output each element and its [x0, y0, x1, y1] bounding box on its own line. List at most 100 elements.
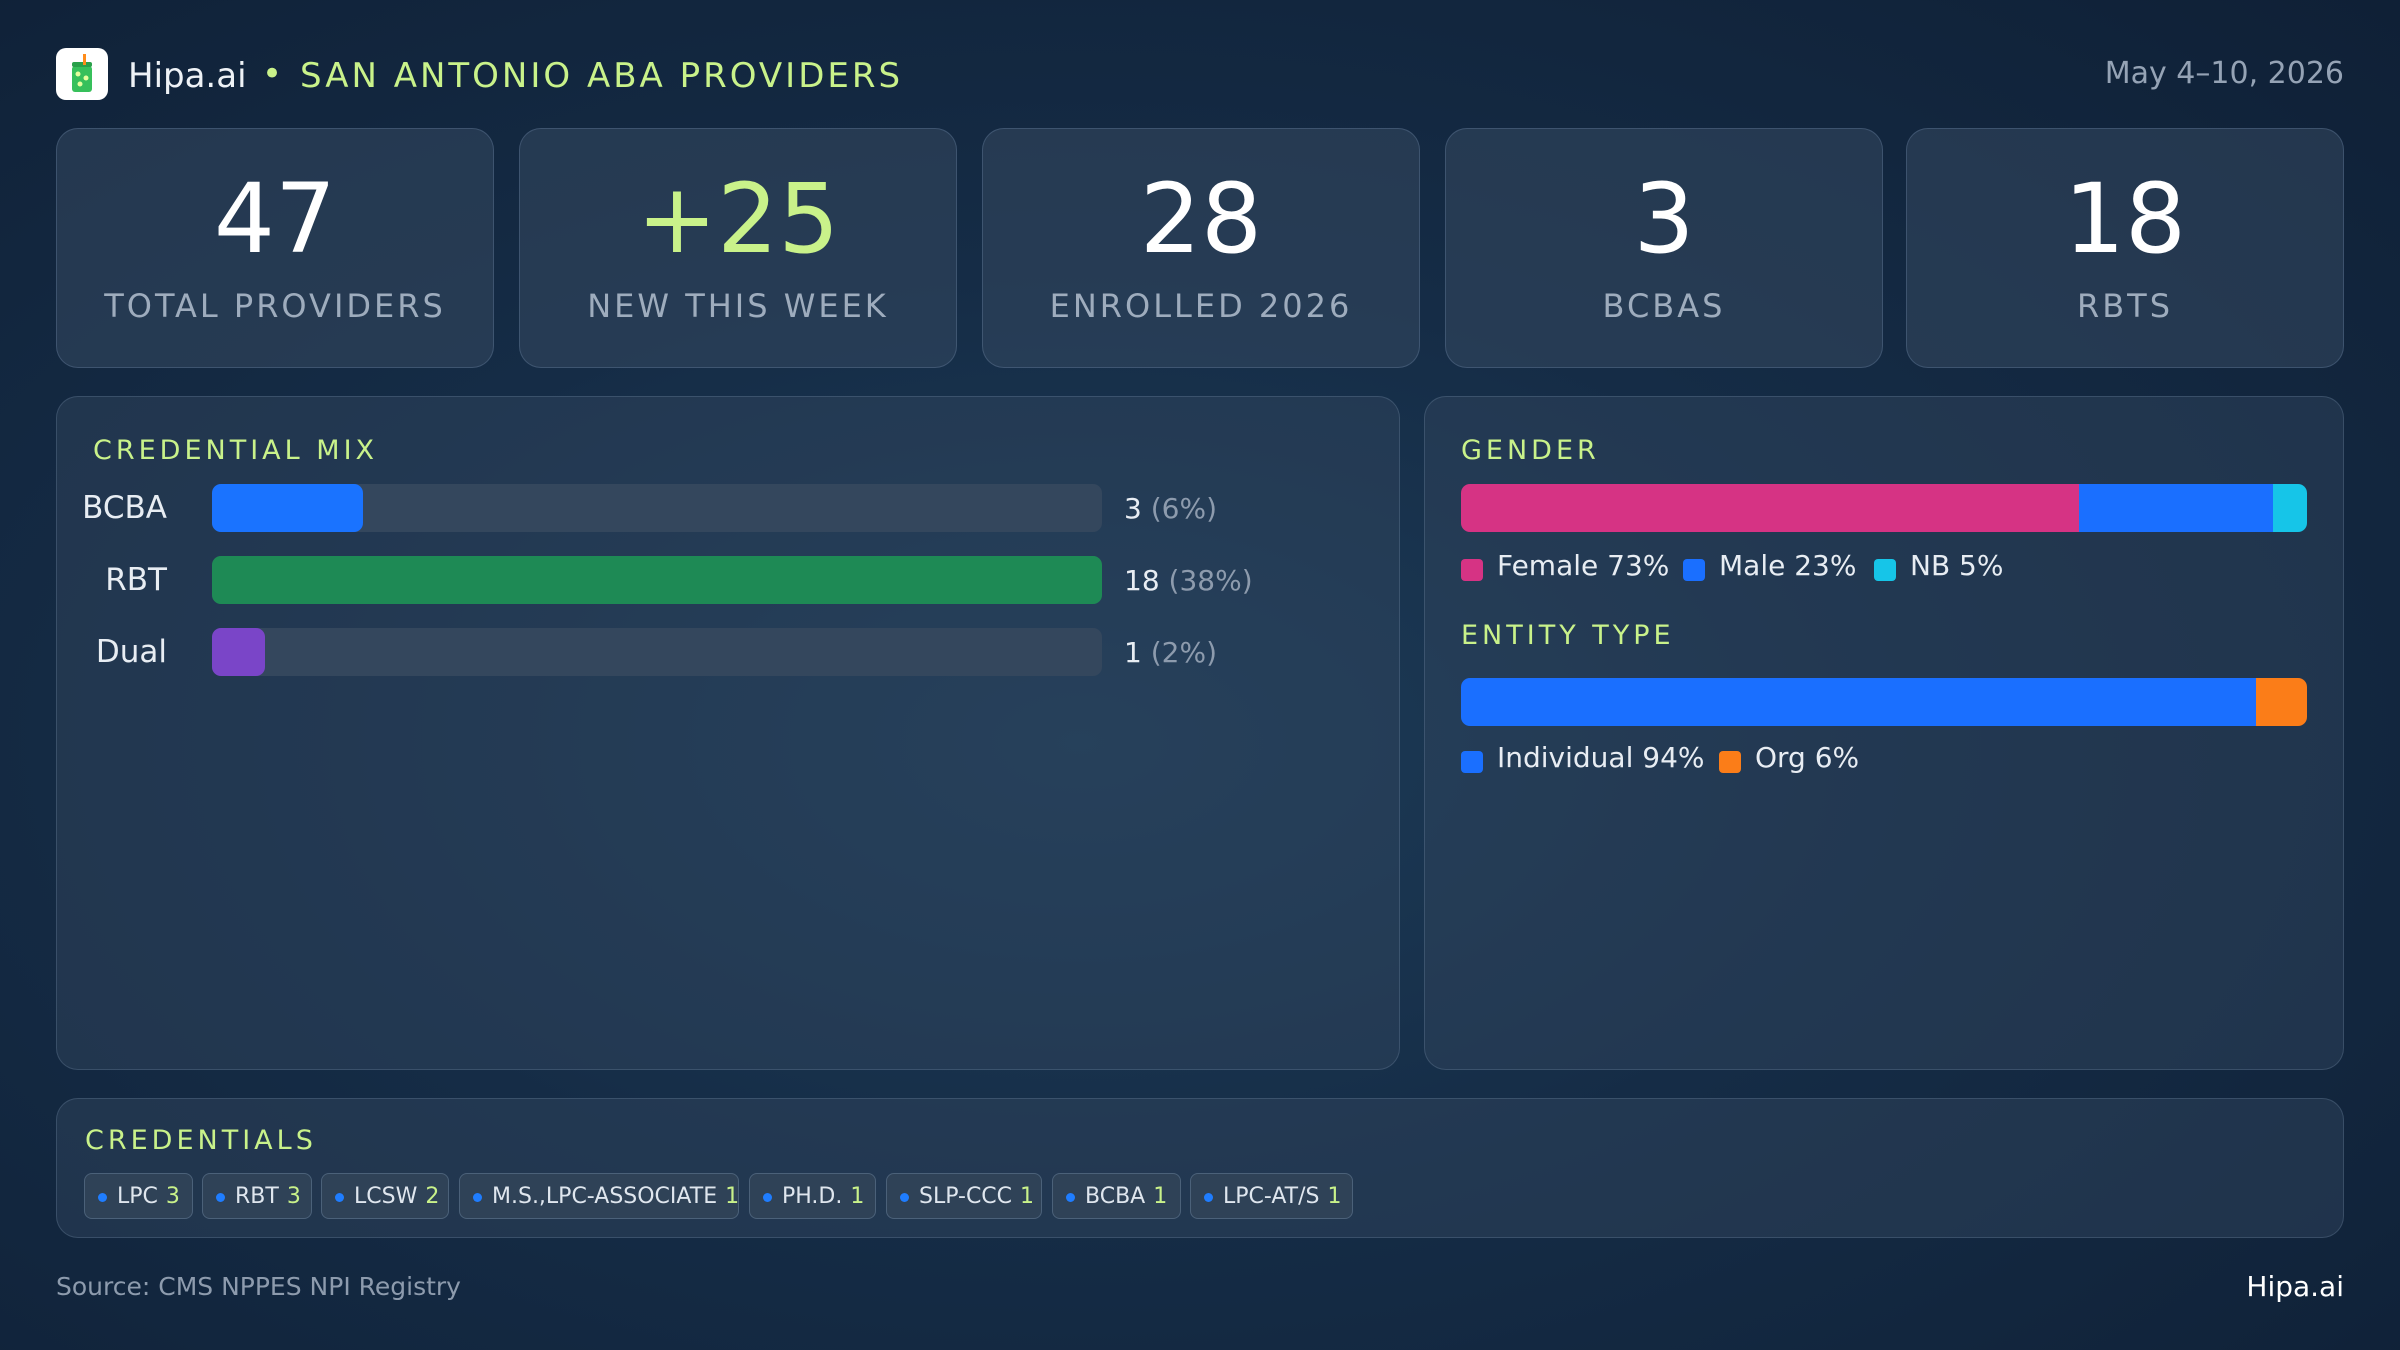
chip-name: M.S.,LPC-ASSOCIATE	[492, 1184, 718, 1209]
stat-label: TOTAL PROVIDERS	[104, 287, 446, 325]
chip-count: 1	[1327, 1184, 1342, 1209]
header-separator: •	[262, 54, 283, 94]
dot-icon	[1204, 1193, 1213, 1202]
entity-type-title: ENTITY TYPE	[1461, 620, 1675, 651]
stat-label: BCBAS	[1602, 287, 1726, 325]
dot-icon	[1066, 1193, 1075, 1202]
credential-chip[interactable]: LPC 3	[84, 1173, 193, 1219]
dot-icon	[900, 1193, 909, 1202]
legend-label: NB 5%	[1910, 549, 2004, 582]
credential-bar-fill	[212, 628, 266, 676]
credentials-panel: CREDENTIALS LPC 3 RBT 3 LCSW 2 M.S.,LPC-ASS…	[56, 1098, 2344, 1238]
credential-chip[interactable]: SLP-CCC 1	[886, 1173, 1042, 1219]
credential-chip[interactable]: BCBA 1	[1052, 1173, 1181, 1219]
credential-row-bcba: BCBA 3 (6%)	[57, 484, 1357, 532]
stacked-bar-segment	[2078, 484, 2274, 532]
stacked-bar-segment	[1461, 678, 2257, 726]
legend-swatch	[1683, 559, 1705, 581]
chip-name: RBT	[235, 1184, 279, 1209]
gender-legend: Female 73% Male 23% NB 5%	[1461, 549, 2307, 589]
app-logo	[56, 48, 108, 100]
credential-mix-panel: CREDENTIAL MIX BCBA 3 (6%) RBT 18 (38%) …	[56, 396, 1400, 1070]
chip-count: 1	[1153, 1184, 1168, 1209]
stat-value: 3	[1633, 163, 1695, 275]
stat-label: ENROLLED 2026	[1049, 287, 1353, 325]
date-range: May 4–10, 2026	[2104, 56, 2344, 91]
stat-card-rbts: 18 RBTS	[1906, 128, 2344, 368]
chip-name: LCSW	[354, 1184, 418, 1209]
page-title: SAN ANTONIO ABA PROVIDERS	[300, 56, 904, 96]
chip-count: 3	[165, 1184, 180, 1209]
credential-percent: (38%)	[1168, 564, 1253, 597]
credential-bar-fill	[212, 556, 1102, 604]
dot-icon	[473, 1193, 482, 1202]
legend-label: Male 23%	[1719, 549, 1857, 582]
credential-row-dual: Dual 1 (2%)	[57, 628, 1357, 676]
credential-bar-track	[212, 484, 1102, 532]
footer-brand: Hipa.ai	[2246, 1270, 2344, 1303]
dot-icon	[216, 1193, 225, 1202]
dot-icon	[763, 1193, 772, 1202]
stat-card-total-providers: 47 TOTAL PROVIDERS	[56, 128, 494, 368]
credential-row-label: RBT	[105, 562, 167, 598]
stat-label: RBTS	[2076, 287, 2174, 325]
credential-percent: (2%)	[1150, 636, 1218, 669]
chip-count: 1	[1020, 1184, 1035, 1209]
stat-value: 18	[2063, 163, 2187, 275]
gender-title: GENDER	[1461, 435, 1600, 466]
stat-cards: 47 TOTAL PROVIDERS +25 NEW THIS WEEK 28 …	[56, 128, 2344, 368]
credential-row-rbt: RBT 18 (38%)	[57, 556, 1357, 604]
stat-card-new-this-week: +25 NEW THIS WEEK	[519, 128, 957, 368]
stat-value: +25	[636, 163, 840, 275]
credential-bar-track	[212, 556, 1102, 604]
entity-type-stacked-bar	[1461, 678, 2307, 726]
chip-name: SLP-CCC	[919, 1184, 1013, 1209]
chip-name: LPC	[117, 1184, 158, 1209]
credential-chip[interactable]: RBT 3	[202, 1173, 312, 1219]
stat-label: NEW THIS WEEK	[587, 287, 889, 325]
credential-row-value: 3 (6%)	[1124, 492, 1217, 525]
credential-chip[interactable]: LCSW 2	[321, 1173, 449, 1219]
legend-swatch	[1874, 559, 1896, 581]
credential-row-value: 18 (38%)	[1124, 564, 1253, 597]
stat-card-bcbas: 3 BCBAS	[1445, 128, 1883, 368]
credential-row-label: Dual	[95, 634, 167, 670]
stat-value: 28	[1139, 163, 1263, 275]
stacked-bar-segment	[2256, 678, 2307, 726]
chip-name: LPC-AT/S	[1223, 1184, 1320, 1209]
demographics-panel: GENDER Female 73% Male 23% NB 5% ENTITY TY…	[1424, 396, 2344, 1070]
legend-swatch	[1461, 559, 1483, 581]
credential-chip[interactable]: LPC-AT/S 1	[1190, 1173, 1353, 1219]
credential-mix-title: CREDENTIAL MIX	[93, 435, 379, 466]
credential-count: 1	[1124, 636, 1142, 669]
dot-icon	[98, 1193, 107, 1202]
credential-row-value: 1 (2%)	[1124, 636, 1217, 669]
credential-chip[interactable]: PH.D. 1	[749, 1173, 876, 1219]
stacked-bar-segment	[1461, 484, 2079, 532]
legend-label: Individual 94%	[1497, 741, 1705, 774]
drink-cup-icon	[72, 54, 92, 92]
legend-swatch	[1461, 751, 1483, 773]
credential-bar-track	[212, 628, 1102, 676]
stacked-bar-segment	[2273, 484, 2307, 532]
dot-icon	[335, 1193, 344, 1202]
chip-count: 1	[850, 1184, 865, 1209]
chip-count: 2	[425, 1184, 440, 1209]
chip-count: 3	[286, 1184, 301, 1209]
chip-count: 1	[725, 1184, 740, 1209]
credential-row-label: BCBA	[82, 490, 167, 526]
legend-label: Org 6%	[1755, 741, 1860, 774]
brand-name: Hipa.ai	[128, 56, 247, 96]
stat-card-enrolled: 28 ENROLLED 2026	[982, 128, 1420, 368]
credentials-title: CREDENTIALS	[85, 1125, 317, 1156]
entity-type-legend: Individual 94% Org 6%	[1461, 741, 2307, 781]
credential-chip[interactable]: M.S.,LPC-ASSOCIATE 1	[459, 1173, 739, 1219]
credential-count: 3	[1124, 492, 1142, 525]
legend-label: Female 73%	[1497, 549, 1670, 582]
stat-value: 47	[213, 163, 337, 275]
credential-percent: (6%)	[1150, 492, 1218, 525]
credential-bar-fill	[212, 484, 364, 532]
gender-stacked-bar	[1461, 484, 2307, 532]
chip-name: BCBA	[1085, 1184, 1146, 1209]
chip-name: PH.D.	[782, 1184, 843, 1209]
